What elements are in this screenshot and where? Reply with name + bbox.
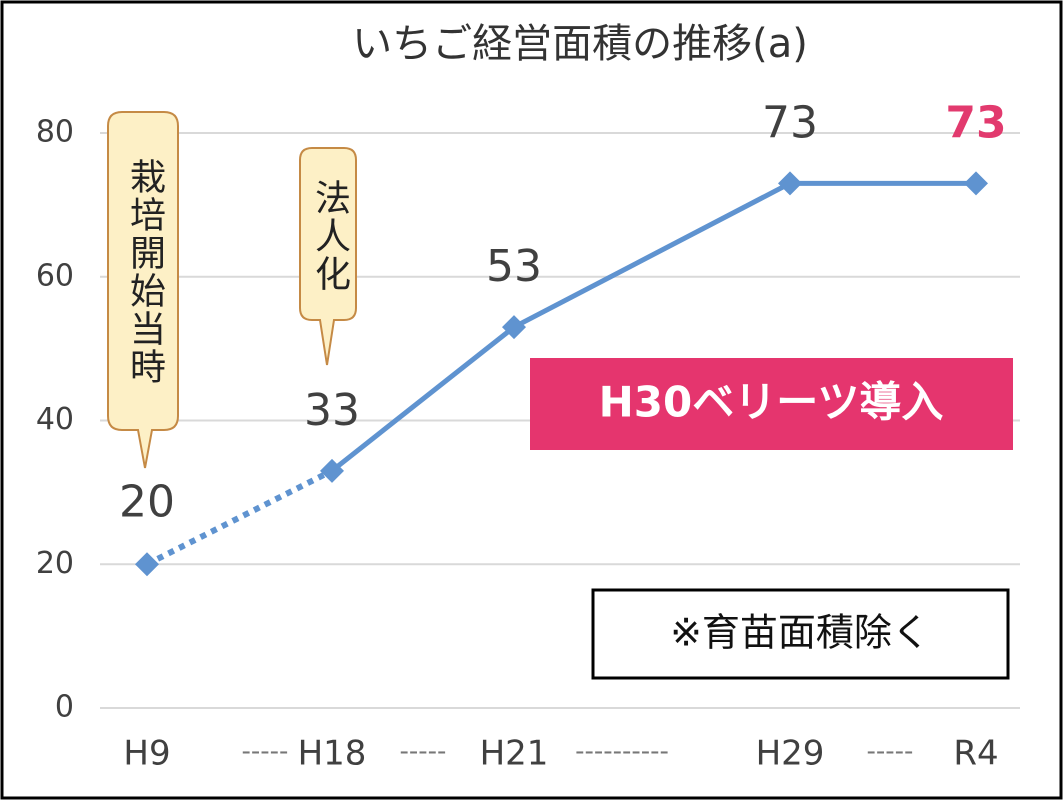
marker xyxy=(778,171,802,196)
y-tick-label: 60 xyxy=(36,258,74,293)
marker xyxy=(135,552,159,577)
line-segment xyxy=(512,181,792,330)
x-separator: ----- xyxy=(867,737,914,767)
callout xyxy=(299,147,357,366)
x-separator: ---------- xyxy=(575,737,669,767)
data-label: 53 xyxy=(486,241,542,292)
marker xyxy=(502,315,526,340)
y-tick-label: 80 xyxy=(36,115,74,150)
x-tick-label: H18 xyxy=(298,734,367,774)
banner xyxy=(530,358,1013,450)
chart-title: いちご経営面積の推移(a) xyxy=(352,21,808,67)
x-separator: ----- xyxy=(242,737,289,767)
note-box xyxy=(591,588,1010,680)
x-tick-label: R4 xyxy=(953,734,998,774)
data-label: 20 xyxy=(119,476,175,527)
callout xyxy=(107,111,179,469)
data-label: 73 xyxy=(762,97,818,148)
data-label: 73 xyxy=(945,97,1006,148)
annotation: H30ベリーツ導入 xyxy=(599,378,944,427)
line-segment xyxy=(145,468,334,567)
x-tick-label: H29 xyxy=(756,734,825,774)
y-tick-label: 0 xyxy=(55,690,74,725)
y-tick-label: 40 xyxy=(36,402,74,437)
y-tick-label: 20 xyxy=(36,546,74,581)
marker xyxy=(964,171,988,196)
marker xyxy=(320,458,344,483)
data-label: 33 xyxy=(304,385,360,436)
line-segment xyxy=(330,325,516,473)
x-separator: ----- xyxy=(400,737,447,767)
note: ※育苗面積除く xyxy=(670,611,930,655)
annotation: 法人化 xyxy=(309,179,350,293)
x-tick-label: H9 xyxy=(123,734,170,774)
x-tick-label: H21 xyxy=(480,734,549,774)
annotation: 栽培開始当時 xyxy=(124,158,165,386)
